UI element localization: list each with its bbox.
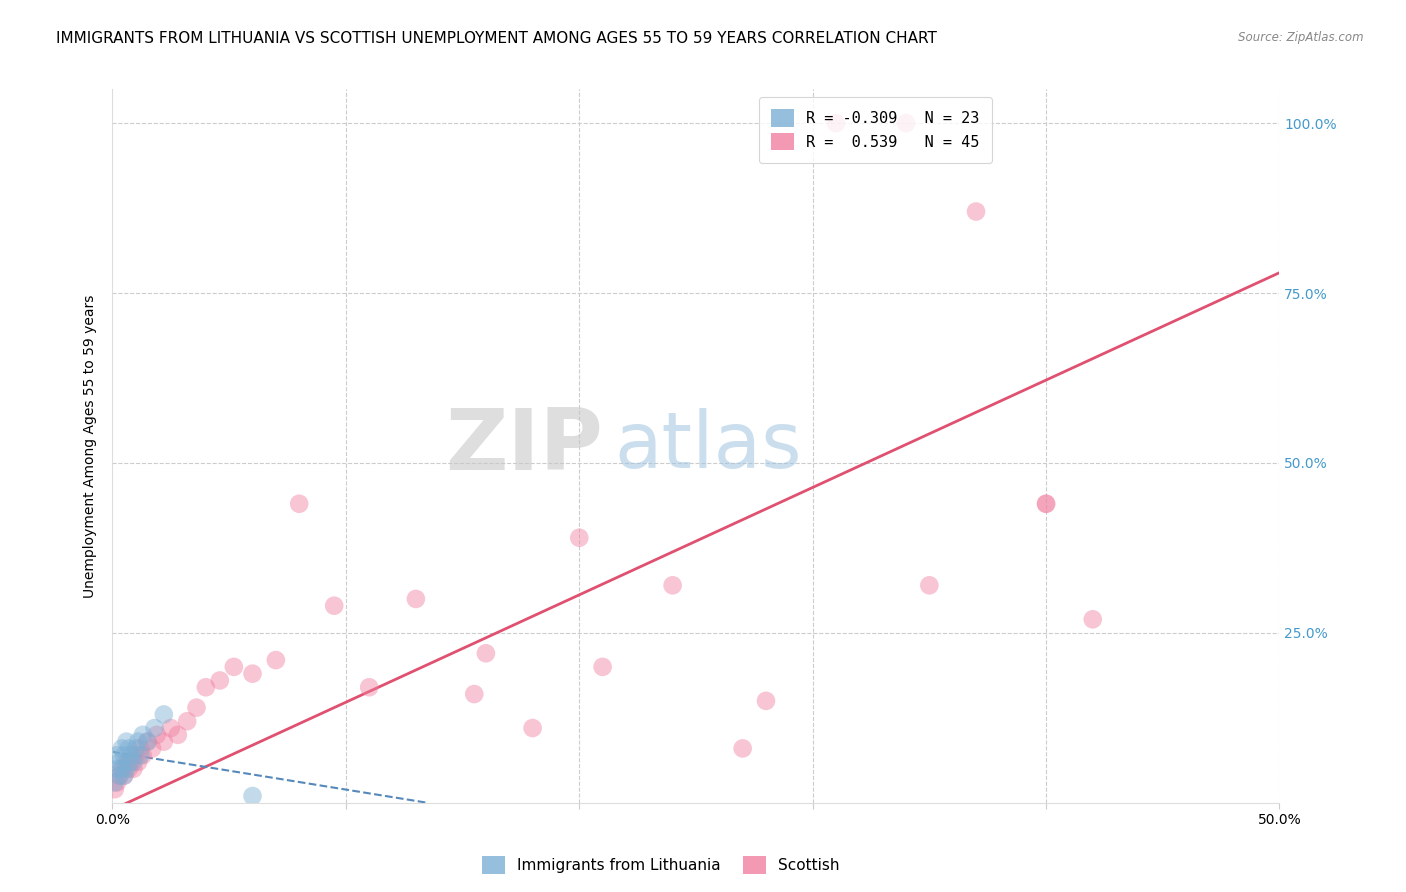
Point [592,660,614,674]
Point [120,748,142,763]
Point [143,721,166,735]
Point [120,755,142,769]
Point [112,748,135,763]
Point [463,687,485,701]
Point [141,741,163,756]
Point [118,755,141,769]
Point [1035,497,1057,511]
Point [111,762,134,776]
Point [125,741,148,756]
Text: Source: ZipAtlas.com: Source: ZipAtlas.com [1239,31,1364,45]
Point [132,748,155,763]
Text: atlas: atlas [614,408,801,484]
Point [125,748,148,763]
Point [112,769,135,783]
Point [288,497,311,511]
Point [122,755,145,769]
Point [127,755,149,769]
Point [1035,497,1057,511]
Point [405,591,427,606]
Point [222,660,245,674]
Point [242,789,264,803]
Point [323,599,346,613]
Point [160,721,183,735]
Y-axis label: Unemployment Among Ages 55 to 59 years: Unemployment Among Ages 55 to 59 years [83,294,97,598]
Point [111,762,134,776]
Point [105,762,128,776]
Point [166,728,188,742]
Point [115,762,138,776]
Point [112,769,135,783]
Text: IMMIGRANTS FROM LITHUANIA VS SCOTTISH UNEMPLOYMENT AMONG AGES 55 TO 59 YEARS COR: IMMIGRANTS FROM LITHUANIA VS SCOTTISH UN… [56,31,938,46]
Text: ZIP: ZIP [444,404,603,488]
Point [194,680,217,694]
Point [136,734,159,748]
Point [1081,612,1104,626]
Point [475,646,498,660]
Point [108,769,131,783]
Point [186,700,208,714]
Point [115,755,138,769]
Point [136,734,159,748]
Point [129,748,152,763]
Point [104,782,127,797]
Point [208,673,231,688]
Point [108,755,131,769]
Point [264,653,287,667]
Point [105,748,128,763]
Point [242,666,264,681]
Point [129,741,152,756]
Point [104,775,127,789]
Legend: Immigrants from Lithuania, Scottish: Immigrants from Lithuania, Scottish [475,850,846,880]
Point [115,734,138,748]
Point [122,762,145,776]
Point [118,762,141,776]
Point [825,116,848,130]
Point [731,741,754,756]
Point [153,707,176,722]
Point [522,721,544,735]
Point [118,741,141,756]
Point [359,680,381,694]
Point [568,531,591,545]
Point [105,775,128,789]
Point [146,728,169,742]
Point [755,694,778,708]
Point [661,578,683,592]
Point [132,728,155,742]
Legend: R = -0.309   N = 23, R =  0.539   N = 45: R = -0.309 N = 23, R = 0.539 N = 45 [759,97,991,162]
Point [176,714,198,729]
Point [965,204,987,219]
Point [894,116,917,130]
Point [918,578,941,592]
Point [111,741,134,756]
Point [153,734,176,748]
Point [127,734,149,748]
Point [108,769,131,783]
